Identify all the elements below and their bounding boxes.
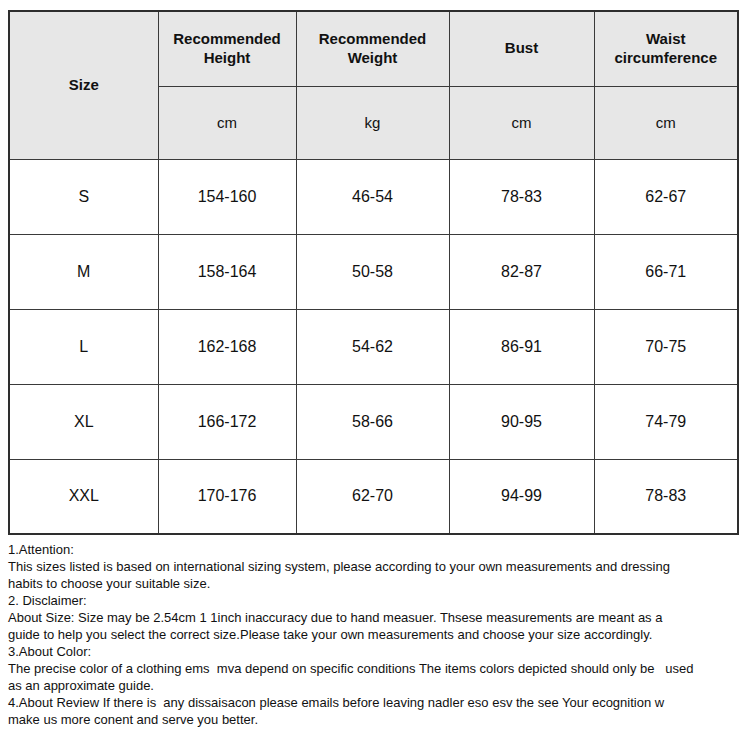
note-attention-text-2: habits to choose your suitable size. (8, 575, 750, 592)
waist-value: 62-67 (594, 159, 738, 234)
height-value: 158-164 (158, 234, 296, 309)
note-disclaimer-heading: 2. Disclaimer: (8, 592, 750, 609)
weight-value: 54-62 (296, 309, 449, 384)
table-row-m: M 158-164 50-58 82-87 66-71 (9, 234, 738, 309)
table-row-xxl: XXL 170-176 62-70 94-99 78-83 (9, 459, 738, 534)
note-disclaimer-text-1: About Size: Size may be 2.54cm 1 1inch i… (8, 609, 750, 626)
note-attention-heading: 1.Attention: (8, 541, 750, 558)
note-review-text-2: make us more conent and serve you better… (8, 711, 750, 728)
bust-value: 86-91 (449, 309, 594, 384)
table-row-l: L 162-168 54-62 86-91 70-75 (9, 309, 738, 384)
height-value: 170-176 (158, 459, 296, 534)
size-label: L (9, 309, 158, 384)
weight-value: 58-66 (296, 384, 449, 459)
unit-weight: kg (296, 86, 449, 159)
col-header-waist-circumference: Waist circumference (594, 11, 738, 86)
notes-section: 1.Attention: This sizes listed is based … (8, 541, 750, 728)
unit-bust: cm (449, 86, 594, 159)
waist-value: 74-79 (594, 384, 738, 459)
bust-value: 82-87 (449, 234, 594, 309)
note-review-text-1: 4.About Review If there is any dissaisac… (8, 694, 750, 711)
size-chart-page: Size Recommended Height Recommended Weig… (0, 0, 750, 750)
bust-value: 90-95 (449, 384, 594, 459)
col-header-recommended-weight: Recommended Weight (296, 11, 449, 86)
waist-value: 70-75 (594, 309, 738, 384)
note-color-heading: 3.About Color: (8, 643, 750, 660)
col-header-bust: Bust (449, 11, 594, 86)
unit-waist: cm (594, 86, 738, 159)
table-row-xl: XL 166-172 58-66 90-95 74-79 (9, 384, 738, 459)
header-row-labels: Size Recommended Height Recommended Weig… (9, 11, 738, 86)
weight-value: 50-58 (296, 234, 449, 309)
weight-value: 62-70 (296, 459, 449, 534)
bust-value: 78-83 (449, 159, 594, 234)
size-label: S (9, 159, 158, 234)
waist-value: 66-71 (594, 234, 738, 309)
bust-value: 94-99 (449, 459, 594, 534)
waist-value: 78-83 (594, 459, 738, 534)
unit-height: cm (158, 86, 296, 159)
note-attention-text-1: This sizes listed is based on internatio… (8, 558, 750, 575)
size-label: XL (9, 384, 158, 459)
weight-value: 46-54 (296, 159, 449, 234)
height-value: 154-160 (158, 159, 296, 234)
height-value: 166-172 (158, 384, 296, 459)
col-header-size: Size (9, 11, 158, 159)
note-color-text-2: as an approximate guide. (8, 677, 750, 694)
size-chart-table: Size Recommended Height Recommended Weig… (8, 10, 739, 535)
table-row-s: S 154-160 46-54 78-83 62-67 (9, 159, 738, 234)
note-color-text-1: The precise color of a clothing ems mva … (8, 660, 750, 677)
note-disclaimer-text-2: guide to help you select the correct siz… (8, 626, 750, 643)
height-value: 162-168 (158, 309, 296, 384)
size-label: M (9, 234, 158, 309)
size-label: XXL (9, 459, 158, 534)
col-header-recommended-height: Recommended Height (158, 11, 296, 86)
